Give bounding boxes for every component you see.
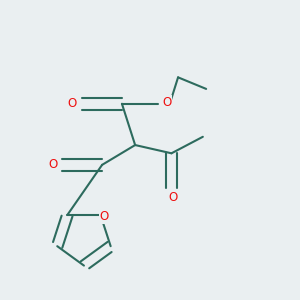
Text: O: O	[162, 96, 171, 109]
Text: O: O	[68, 97, 77, 110]
Text: O: O	[100, 210, 109, 223]
Text: O: O	[169, 191, 178, 204]
Text: O: O	[48, 158, 57, 171]
